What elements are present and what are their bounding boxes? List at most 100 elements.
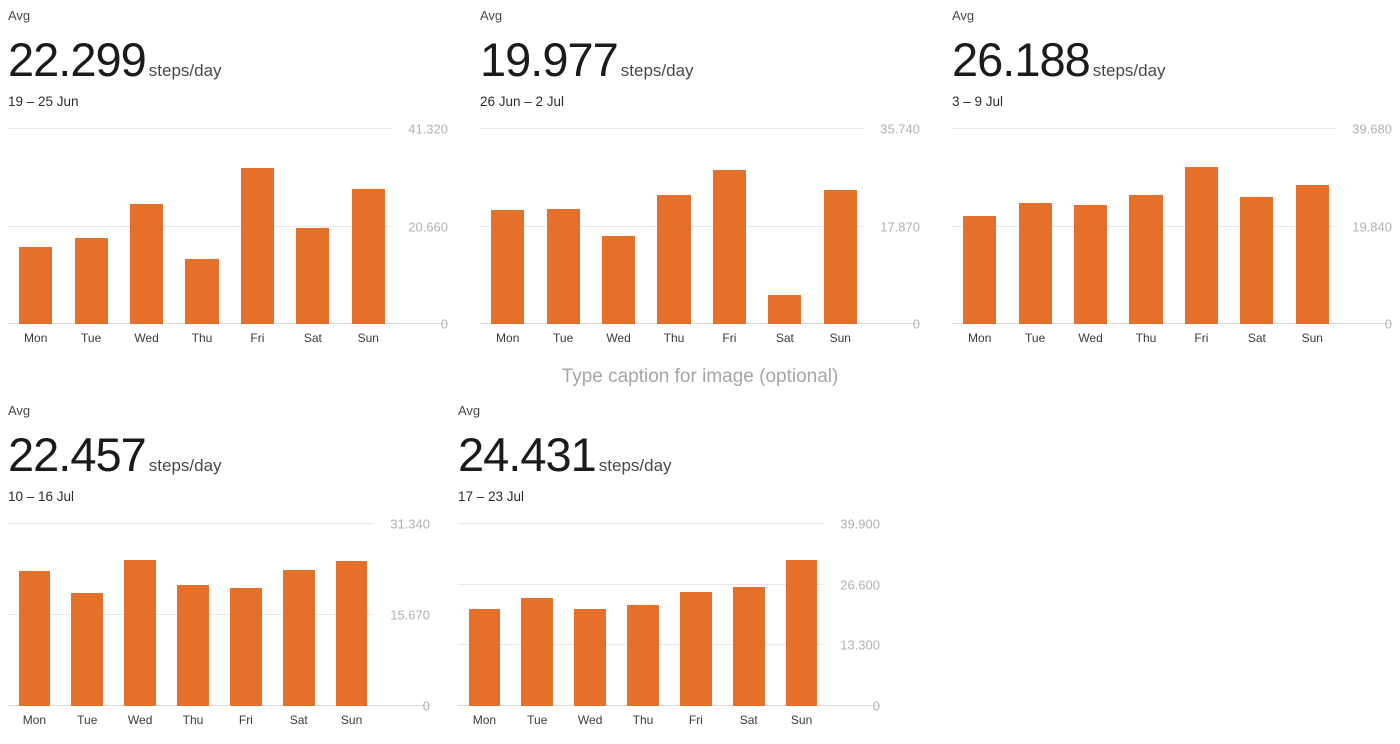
bar [240,167,275,324]
x-tick-label: Thu [632,713,654,727]
x-tick-label: Sat [739,713,758,727]
avg-value: 19.977 [480,33,619,86]
date-range: 17 – 23 Jul [458,489,525,504]
bar-slot [325,524,378,706]
bar-slot [511,524,564,706]
x-tick-label: Thu [663,331,685,345]
bar-slot [230,129,285,324]
gridline [8,523,374,524]
bar-slot [669,524,722,706]
x-tick-label: Fri [250,331,265,345]
gridline [458,523,824,524]
x-tick-label: Fri [238,713,253,727]
x-axis-line [8,705,430,706]
bar-slot [1285,129,1340,324]
bar-slot [564,524,617,706]
bar-slot [1063,129,1118,324]
avg-value-line: 24.431 steps/day [458,431,880,478]
x-axis-labels: Mon Tue Wed Thu Fri Sat Sun [480,331,868,345]
bar-chart-plot: 41.320 20.660 0 [8,123,448,331]
avg-label: Avg [8,8,31,23]
bar-slot [952,129,1007,324]
x-tick-label: Mon [496,331,520,345]
bar [680,592,712,706]
image-caption-row: Type caption for image (optional) [8,345,1392,403]
x-tick-label: Wed [606,331,631,345]
bar-slot [119,129,174,324]
bars [8,524,378,706]
bar-slot [174,129,229,324]
bar-slot [1229,129,1284,324]
x-tick-label: Sun [1301,331,1323,345]
bar-slot [167,524,220,706]
bar-slot [61,524,114,706]
y-tick-label: 39.680 [1352,121,1392,137]
bar-slot [722,524,775,706]
x-axis-labels: Mon Tue Wed Thu Fri Sat Sun [8,713,378,727]
x-tick-label: Fri [688,713,703,727]
y-tick-label: 31.340 [390,516,430,532]
bar [74,238,108,324]
bar-slot [8,524,61,706]
image-caption-input[interactable]: Type caption for image (optional) [561,366,839,387]
gridline [8,225,392,227]
avg-unit: steps/day [148,456,222,475]
bar-slot [757,129,812,324]
bar-chart-plot: 39.680 19.840 0 [952,123,1392,331]
bar [521,598,554,706]
y-tick-label: 0 [1384,316,1392,332]
avg-value-line: 22.299 steps/day [8,36,448,83]
avg-value-line: 26.188 steps/day [952,36,1392,83]
bar [230,588,262,706]
bar [351,188,385,324]
bar [282,570,315,706]
bar [732,586,765,706]
x-tick-label: Wed [127,713,153,727]
date-range: 3 – 9 Jul [952,94,1004,109]
weekly-steps-card-1[interactable]: Avg 22.299 steps/day 19 – 25 Jun 41.320 2… [8,8,448,345]
bars [952,129,1340,324]
bar-slot [63,129,118,324]
bar [601,235,636,324]
avg-label: Avg [8,403,31,418]
x-axis-line [458,705,880,706]
bar [177,585,209,706]
weekly-steps-card-2[interactable]: Avg 19.977 steps/day 26 Jun – 2 Jul 35.7… [480,8,920,345]
bar [18,571,51,706]
gridline [8,128,392,129]
avg-value: 24.431 [458,428,597,481]
chart-grid-top-row: Avg 22.299 steps/day 19 – 25 Jun 41.320 2… [8,8,1392,345]
x-tick-label: Sat [303,331,322,345]
bar [1073,205,1108,324]
bar-slot [458,524,511,706]
weekly-steps-card-3[interactable]: Avg 26.188 steps/day 3 – 9 Jul 39.680 19.… [952,8,1392,345]
bar [823,190,857,324]
avg-label: Avg [458,403,481,418]
x-tick-label: Tue [527,713,548,727]
y-tick-label: 13.300 [840,637,880,653]
bar-chart-plot: 31.340 15.670 0 [8,518,430,713]
date-range: 26 Jun – 2 Jul [480,94,565,109]
weekly-steps-card-5[interactable]: Avg 24.431 steps/day 17 – 23 Jul 39.900 2… [458,403,880,727]
bar [768,295,802,324]
x-tick-label: Sat [1247,331,1266,345]
y-tick-label: 0 [422,698,430,714]
bar [71,593,104,706]
bar [657,195,691,324]
bar-slot [341,129,396,324]
bar-slot [1007,129,1062,324]
y-tick-label: 19.840 [1352,219,1392,234]
bar [19,246,53,324]
x-axis-labels: Mon Tue Wed Thu Fri Sat Sun [458,713,828,727]
bar-slot [813,129,868,324]
x-axis-labels: Mon Tue Wed Thu Fri Sat Sun [8,331,396,345]
bar [574,609,606,706]
avg-unit: steps/day [598,456,672,475]
weekly-steps-card-4[interactable]: Avg 22.457 steps/day 10 – 16 Jul 31.340 1… [8,403,430,727]
bar-slot [480,129,535,324]
bar-slot [617,524,670,706]
avg-unit: steps/day [1092,61,1166,80]
bar [1240,196,1274,324]
x-tick-label: Fri [1194,331,1209,345]
bar [546,209,580,324]
